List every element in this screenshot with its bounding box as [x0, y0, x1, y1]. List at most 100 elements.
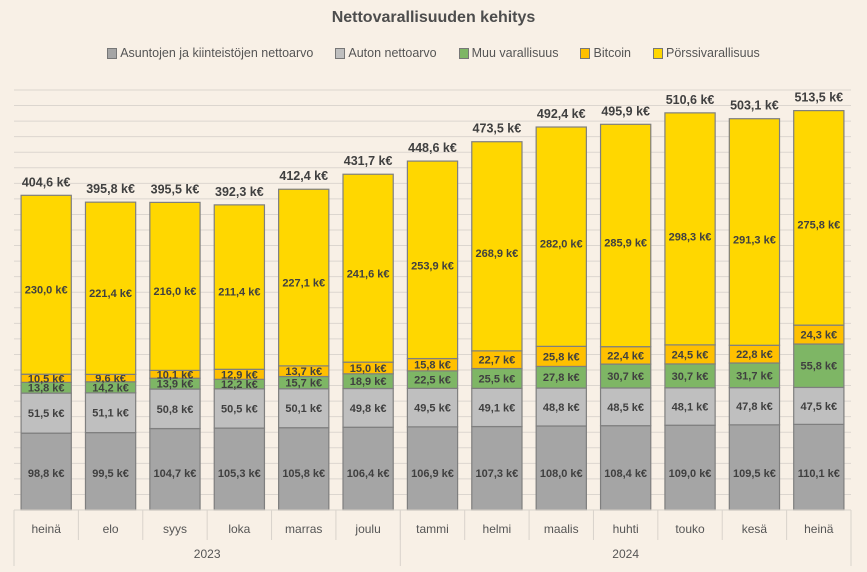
total-label: 513,5 k€	[794, 91, 843, 105]
data-label: 18,9 k€	[350, 376, 387, 388]
data-label: 298,3 k€	[669, 231, 712, 243]
x-tick-label: touko	[675, 522, 705, 536]
legend-item[interactable]: Bitcoin	[580, 46, 631, 60]
legend-label: Pörssivarallisuus	[666, 46, 760, 60]
total-label: 395,8 k€	[86, 182, 135, 196]
data-label: 241,6 k€	[347, 269, 390, 281]
bar-segment[interactable]	[728, 118, 781, 346]
legend-label: Auton nettoarvo	[348, 46, 437, 60]
data-label: 98,8 k€	[28, 468, 65, 480]
data-label: 15,8 k€	[414, 360, 451, 372]
data-label: 51,5 k€	[28, 408, 65, 420]
legend-label: Muu varallisuus	[471, 46, 559, 60]
data-label: 55,8 k€	[800, 361, 837, 373]
total-label: 510,6 k€	[666, 93, 715, 107]
bar-segment[interactable]	[664, 112, 716, 346]
total-label: 404,6 k€	[22, 175, 71, 189]
legend-item[interactable]: Muu varallisuus	[458, 46, 559, 60]
bar-segment[interactable]	[793, 343, 845, 389]
bar-segment[interactable]	[664, 387, 716, 426]
data-label: 109,5 k€	[733, 468, 776, 480]
bar-segment[interactable]	[599, 387, 652, 427]
data-label: 49,1 k€	[479, 402, 516, 414]
data-label: 10,1 k€	[157, 369, 194, 381]
data-label: 22,8 k€	[736, 349, 773, 361]
data-label: 108,0 k€	[540, 468, 583, 480]
bar-segment[interactable]	[793, 386, 845, 425]
data-label: 25,5 k€	[479, 373, 516, 385]
data-label: 50,1 k€	[285, 403, 322, 415]
data-label: 104,7 k€	[154, 468, 197, 480]
bar-segment[interactable]	[793, 423, 845, 511]
bar-segment[interactable]	[213, 388, 266, 429]
data-label: 24,5 k€	[672, 349, 709, 361]
total-label: 395,5 k€	[151, 182, 200, 196]
data-label: 230,0 k€	[25, 285, 68, 297]
bar-segment[interactable]	[84, 201, 137, 375]
data-label: 48,8 k€	[543, 402, 580, 414]
x-tick-label: loka	[228, 522, 250, 536]
bar-segment[interactable]	[471, 141, 523, 352]
data-label: 285,9 k€	[604, 238, 647, 250]
data-label: 13,8 k€	[28, 383, 65, 395]
data-label: 12,2 k€	[221, 379, 258, 391]
bar-segment[interactable]	[342, 387, 394, 428]
bar-segment[interactable]	[664, 424, 716, 511]
total-label: 495,9 k€	[601, 104, 650, 118]
data-label: 105,3 k€	[218, 468, 261, 480]
bar-segment[interactable]	[149, 201, 201, 371]
bar-segment[interactable]	[213, 427, 266, 511]
bar-segment[interactable]	[342, 173, 394, 363]
data-label: 291,3 k€	[733, 234, 776, 246]
bar-segment[interactable]	[20, 432, 72, 511]
bar-segment[interactable]	[728, 362, 781, 389]
x-group-label: 2024	[612, 547, 639, 561]
bar-segment[interactable]	[406, 160, 459, 360]
bar-segment[interactable]	[213, 204, 266, 370]
data-label: 15,7 k€	[285, 378, 322, 390]
data-label: 108,4 k€	[604, 468, 647, 480]
data-label: 211,4 k€	[218, 286, 260, 298]
data-label: 110,1 k€	[798, 468, 840, 480]
bar-segment[interactable]	[149, 388, 201, 430]
bar-segment[interactable]	[278, 388, 330, 429]
data-label: 22,4 k€	[607, 350, 644, 362]
bar-segment[interactable]	[20, 194, 72, 375]
data-label: 49,8 k€	[350, 403, 387, 415]
data-label: 216,0 k€	[154, 286, 197, 298]
data-label: 47,8 k€	[736, 401, 773, 413]
data-label: 31,7 k€	[736, 370, 773, 382]
legend-swatch	[107, 47, 118, 59]
data-label: 30,7 k€	[672, 371, 709, 383]
data-label: 15,0 k€	[350, 363, 387, 375]
data-label: 30,7 k€	[607, 371, 644, 383]
bar-segment[interactable]	[278, 188, 330, 367]
x-tick-label: maalis	[544, 522, 579, 536]
x-tick-label: helmi	[483, 522, 512, 536]
x-group-label: 2023	[194, 547, 221, 561]
data-label: 47,5 k€	[800, 401, 837, 413]
x-tick-label: huhti	[613, 522, 639, 536]
legend-item[interactable]: Pörssivarallisuus	[653, 46, 760, 60]
data-label: 25,8 k€	[543, 351, 580, 363]
bar-segment[interactable]	[535, 387, 587, 427]
legend-label: Bitcoin	[593, 46, 632, 60]
bar-segment[interactable]	[535, 126, 587, 347]
bar-segment[interactable]	[599, 425, 652, 511]
data-label: 99,5 k€	[92, 468, 129, 480]
data-label: 13,9 k€	[157, 379, 194, 391]
legend-item[interactable]: Asuntojen ja kiinteistöjen nettoarvo	[107, 46, 313, 60]
bar-segment[interactable]	[793, 110, 845, 326]
data-label: 105,8 k€	[282, 468, 325, 480]
data-label: 22,7 k€	[479, 355, 516, 367]
data-label: 9,6 k€	[95, 373, 126, 385]
bar-segment[interactable]	[599, 123, 652, 348]
legend-swatch	[653, 47, 664, 59]
bar-segment[interactable]	[535, 425, 587, 511]
data-label: 27,8 k€	[543, 372, 580, 384]
bar-segment[interactable]	[471, 387, 523, 428]
legend-item[interactable]: Auton nettoarvo	[335, 46, 437, 60]
data-label: 221,4 k€	[89, 288, 132, 300]
total-label: 473,5 k€	[473, 122, 522, 136]
bar-segment[interactable]	[278, 427, 330, 511]
